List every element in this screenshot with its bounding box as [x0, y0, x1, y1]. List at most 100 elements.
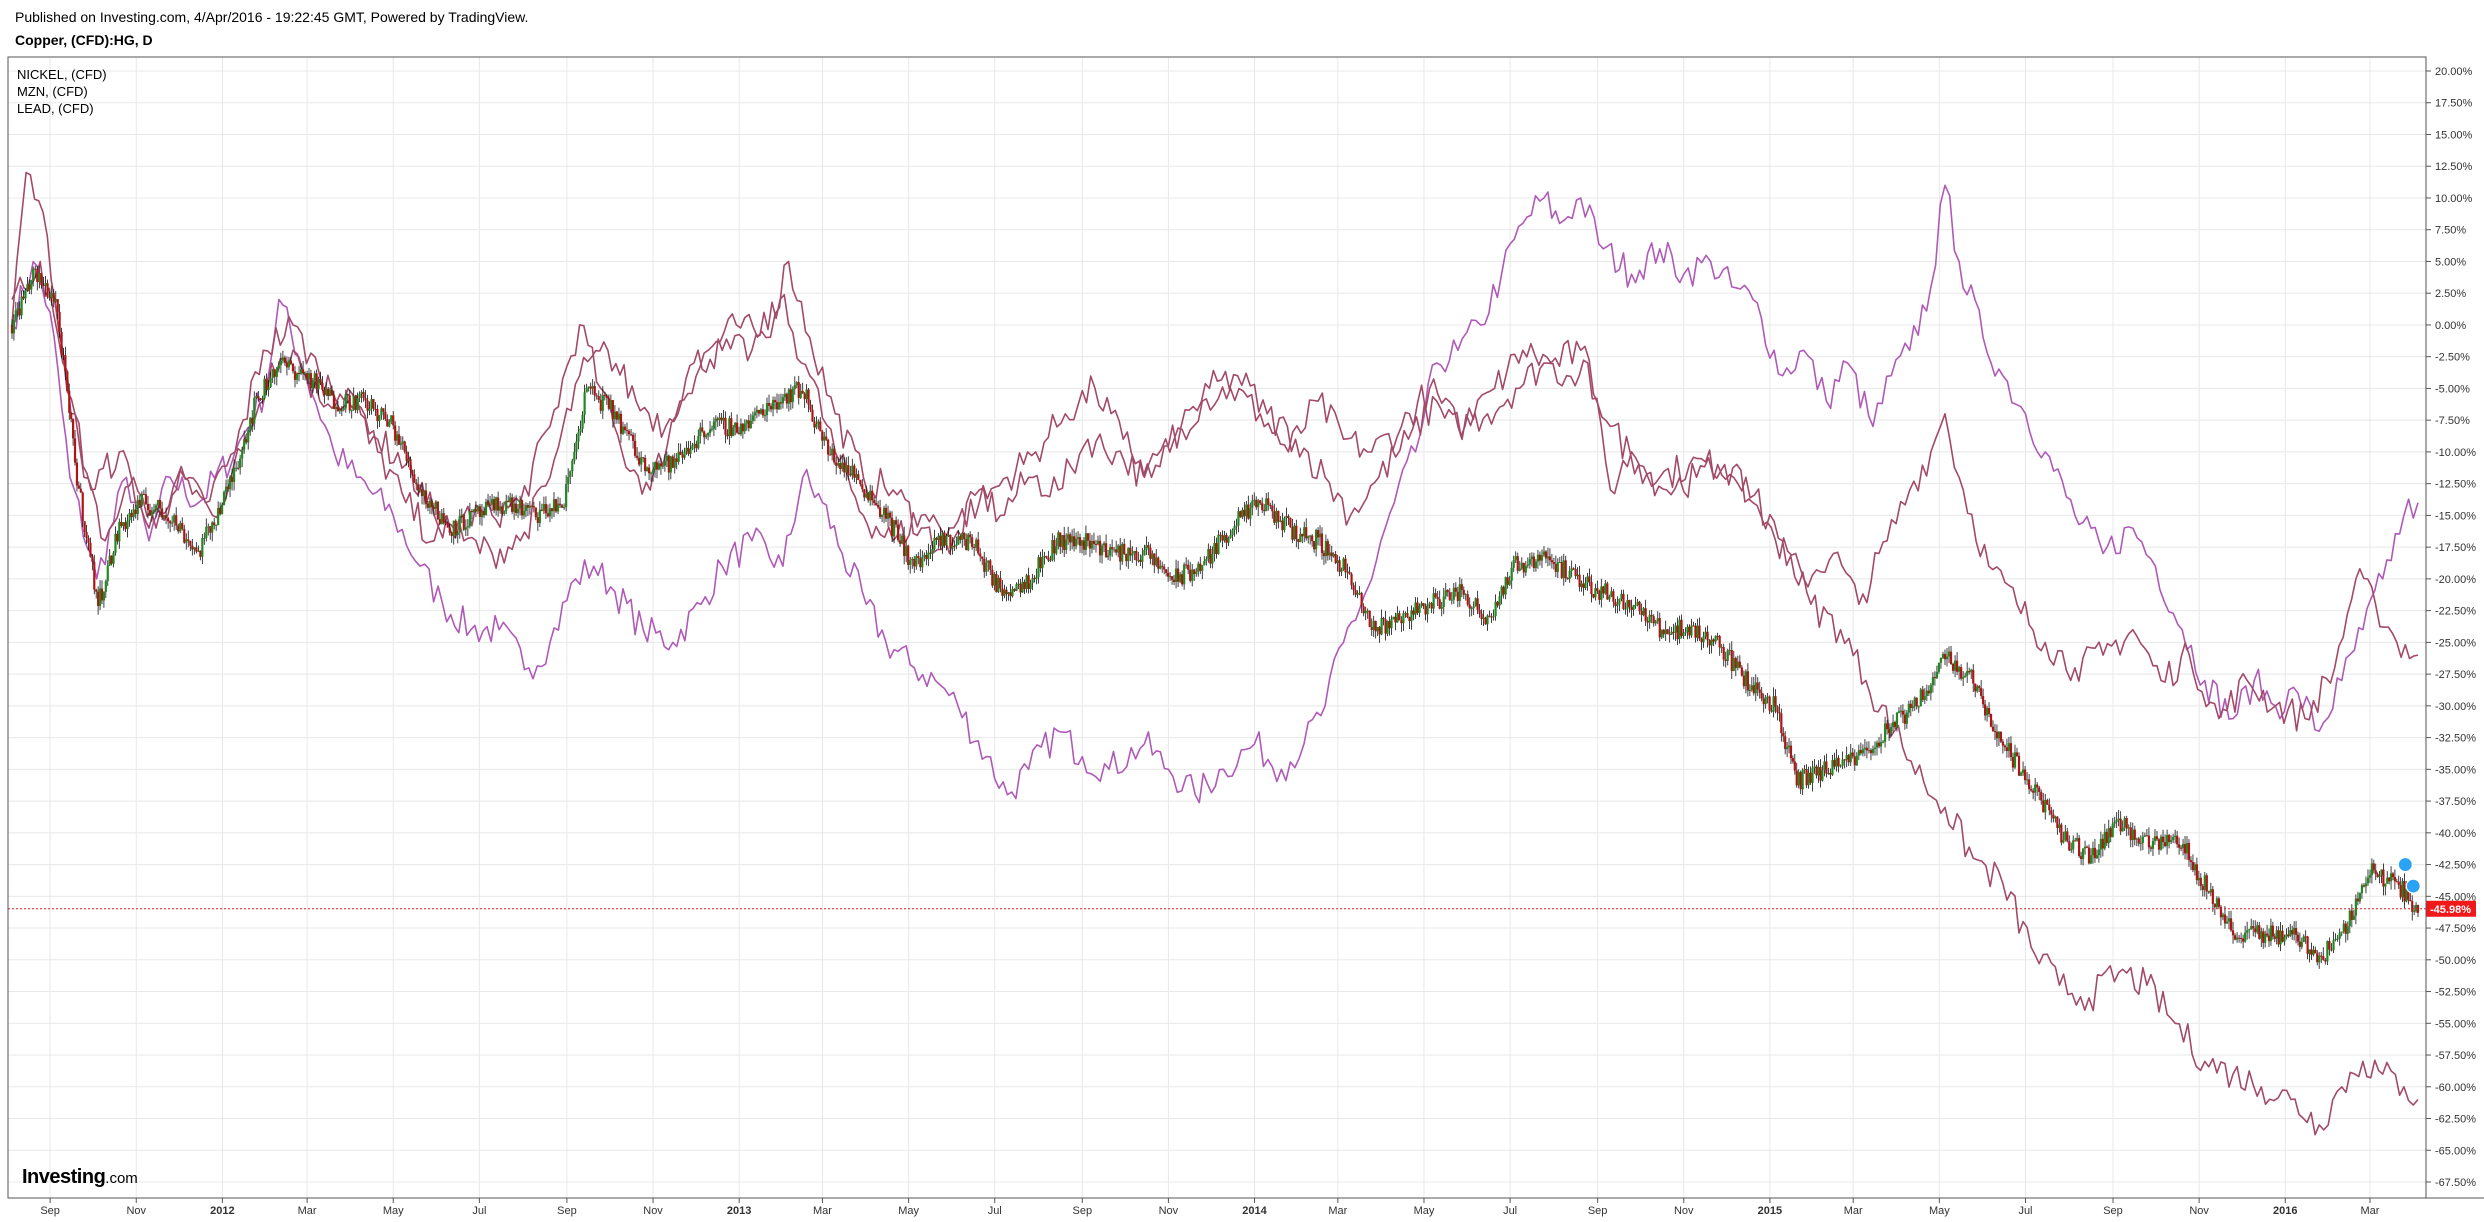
- candle-body: [999, 577, 1002, 589]
- candle: [1297, 538, 1300, 550]
- candle: [34, 265, 37, 278]
- candle-body: [356, 398, 359, 411]
- candle: [2058, 818, 2061, 833]
- candle: [1847, 753, 1850, 766]
- x-tick-label: Nov: [2189, 1205, 2209, 1217]
- candle-body: [726, 434, 729, 437]
- candle: [148, 503, 152, 517]
- candle: [2205, 873, 2208, 900]
- candle: [969, 531, 972, 544]
- candle: [644, 454, 647, 476]
- candle-body: [306, 373, 309, 380]
- candle-body: [1211, 553, 1214, 564]
- candle-body: [315, 373, 318, 390]
- candle-body: [1522, 562, 1525, 573]
- candle-body: [1047, 557, 1050, 561]
- candle-body: [1974, 683, 1977, 692]
- logo-brand: Investing: [22, 1166, 106, 1188]
- candle: [1532, 552, 1536, 572]
- candle-body: [1065, 539, 1068, 550]
- candle-body: [2052, 814, 2055, 819]
- candle: [132, 504, 135, 521]
- candle-body: [1962, 677, 1965, 679]
- candle: [1342, 557, 1345, 571]
- candle-body: [26, 284, 29, 291]
- candle-body: [671, 456, 674, 468]
- candle-body: [2095, 855, 2099, 859]
- candle-body: [34, 268, 37, 270]
- candle-body: [1464, 594, 1467, 596]
- candle-body: [1710, 639, 1713, 646]
- candle: [1410, 605, 1413, 630]
- candle-body: [275, 368, 278, 377]
- candle: [1905, 710, 1908, 729]
- candle: [1444, 582, 1447, 600]
- candle-body: [1135, 550, 1138, 561]
- candle-body: [177, 525, 180, 532]
- candle-body: [1801, 770, 1804, 790]
- candle-body: [2003, 745, 2006, 748]
- candle: [1694, 623, 1697, 643]
- candle-body: [2384, 883, 2387, 887]
- candle-body: [1466, 594, 1469, 605]
- candle-body: [2211, 889, 2214, 904]
- candle-body: [1708, 640, 1711, 646]
- candle: [1187, 559, 1190, 575]
- candle-body: [947, 534, 950, 537]
- candle-body: [454, 520, 457, 535]
- candle-body: [1596, 588, 1599, 591]
- candle-body: [1360, 592, 1363, 607]
- candle-body: [409, 459, 412, 471]
- candle: [75, 458, 79, 492]
- candle-body: [1251, 500, 1254, 508]
- candle-body: [1734, 658, 1737, 668]
- candle: [118, 518, 121, 549]
- candle: [1051, 533, 1054, 562]
- candle-body: [154, 505, 158, 510]
- candle-body: [1084, 533, 1088, 550]
- candle: [1817, 760, 1820, 783]
- x-tick-label: Mar: [813, 1205, 832, 1217]
- candle-body: [2005, 747, 2009, 752]
- candle-body: [1316, 530, 1320, 538]
- candle: [169, 520, 172, 533]
- candle-body: [1082, 540, 1086, 550]
- candle-body: [697, 436, 700, 449]
- candle: [20, 290, 23, 320]
- candle: [81, 491, 84, 528]
- candle-body: [579, 428, 582, 433]
- candle: [158, 499, 162, 518]
- candle: [1271, 500, 1274, 519]
- candle: [907, 544, 910, 570]
- candle: [189, 540, 192, 552]
- candle: [528, 501, 532, 515]
- candle-body: [1163, 566, 1166, 570]
- candle-body: [1141, 555, 1144, 562]
- candle: [892, 520, 896, 544]
- candle-body: [708, 429, 712, 434]
- candle: [2087, 844, 2091, 865]
- candle-body: [2054, 816, 2057, 819]
- y-tick-label: -15.00%: [2435, 510, 2476, 522]
- event-marker-icon: [2405, 878, 2421, 894]
- candle: [1287, 514, 1290, 526]
- candle: [2197, 870, 2200, 887]
- candle-body: [70, 412, 73, 420]
- candle: [350, 409, 353, 419]
- candle: [1815, 764, 1818, 779]
- candle: [1153, 553, 1156, 574]
- candle-body: [1817, 767, 1820, 776]
- candle: [1590, 574, 1593, 603]
- candle: [720, 413, 723, 424]
- candle-body: [791, 389, 794, 403]
- candle-body: [344, 393, 347, 409]
- candle-body: [1500, 586, 1503, 597]
- candle: [1937, 662, 1941, 674]
- candle-body: [1976, 686, 1979, 692]
- candle-body: [54, 299, 57, 302]
- candle: [1106, 549, 1110, 561]
- candle-body: [484, 501, 488, 516]
- candle-body: [807, 389, 810, 405]
- candle: [589, 382, 592, 395]
